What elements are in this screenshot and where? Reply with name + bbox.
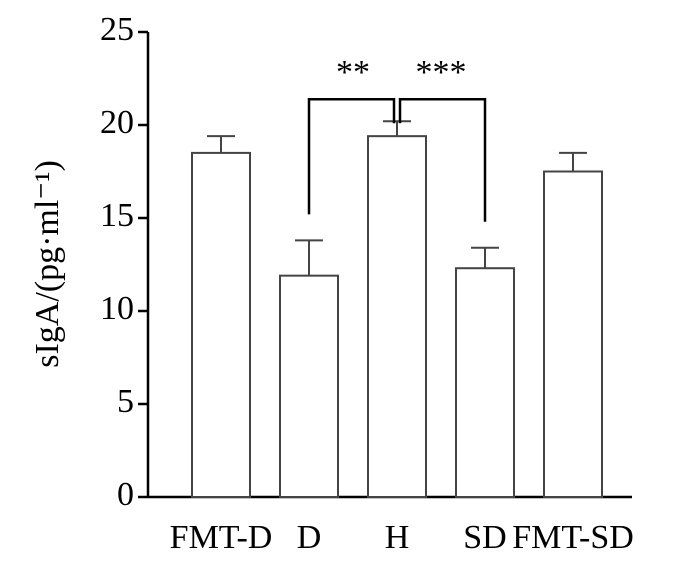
bar	[455, 267, 515, 498]
x-tick-label: FMT-D	[170, 519, 273, 556]
significance-bracket	[307, 98, 396, 215]
y-tick-label: 5	[117, 383, 134, 420]
y-tick-label: 25	[100, 11, 134, 48]
significance-bracket	[398, 98, 487, 222]
bar	[543, 170, 603, 498]
x-tick-label: D	[297, 519, 322, 556]
y-tick-label: 0	[117, 476, 134, 513]
significance-label: **	[336, 54, 370, 91]
bar	[279, 274, 339, 498]
y-axis-label: sIgA/(pg·ml⁻¹)	[29, 160, 66, 368]
significance-label: ***	[416, 54, 467, 91]
x-tick-label: SD	[463, 519, 506, 556]
x-tick-label: H	[385, 519, 410, 556]
y-tick-label: 20	[100, 104, 134, 141]
bar	[191, 151, 251, 498]
bar	[367, 135, 427, 498]
x-tick-label: FMT-SD	[512, 519, 634, 556]
y-tick-label: 15	[100, 197, 134, 234]
y-tick-label: 10	[100, 290, 134, 327]
